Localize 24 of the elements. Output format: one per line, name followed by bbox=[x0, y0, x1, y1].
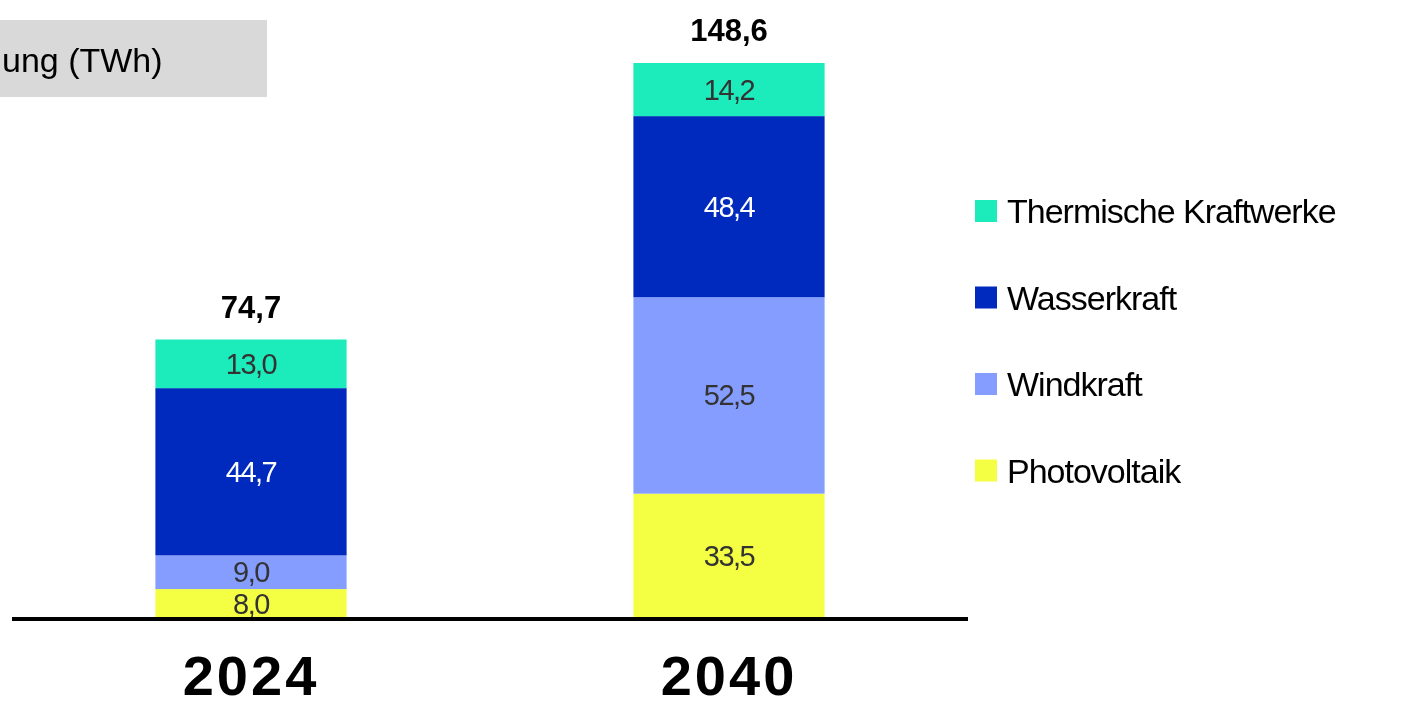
data-label: 9,0 bbox=[233, 556, 270, 589]
legend-label: Windkraft bbox=[1007, 365, 1144, 403]
legend-label: Wasserkraft bbox=[1007, 278, 1178, 317]
data-label: 48,4 bbox=[703, 190, 756, 223]
legend-label: Photovoltaik bbox=[1007, 451, 1183, 490]
data-label: 52,5 bbox=[703, 379, 755, 412]
chart-title: ung (TWh) bbox=[2, 41, 163, 79]
x-tick-label: 2024 bbox=[182, 644, 320, 701]
data-label: 13,0 bbox=[225, 347, 277, 380]
bar bbox=[633, 116, 825, 298]
data-label: 44,7 bbox=[225, 455, 277, 488]
total-label: 148,6 bbox=[690, 13, 768, 48]
data-label: 8,0 bbox=[233, 588, 270, 621]
total-label: 74,7 bbox=[220, 289, 282, 325]
bar bbox=[155, 388, 347, 556]
legend-label: Thermische Kraftwerke bbox=[1007, 192, 1336, 230]
bar bbox=[633, 297, 825, 494]
data-label: 33,5 bbox=[703, 540, 755, 573]
bar bbox=[155, 555, 347, 590]
bar bbox=[633, 63, 825, 117]
x-tick-label: 2040 bbox=[660, 644, 798, 701]
data-label: 14,2 bbox=[703, 73, 755, 106]
bar bbox=[633, 493, 825, 619]
bar bbox=[155, 339, 347, 389]
